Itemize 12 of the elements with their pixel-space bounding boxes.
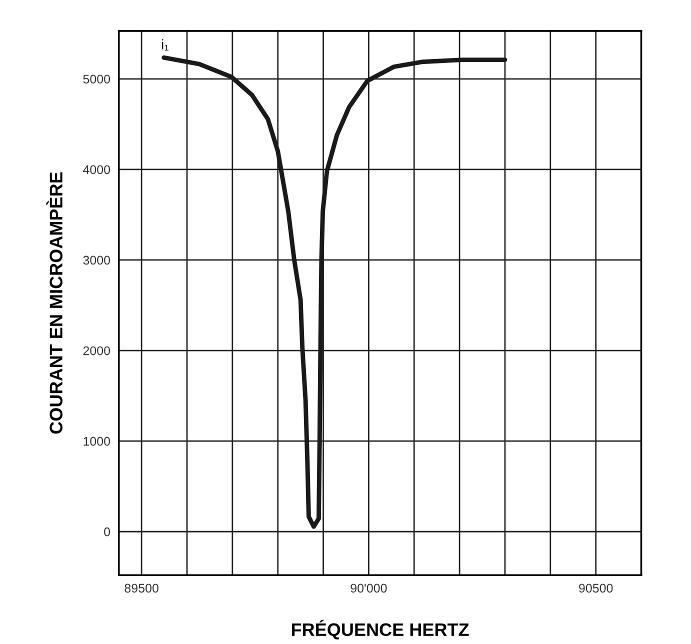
- annotation: i₁: [162, 39, 168, 50]
- y-tick-label: 3000: [83, 256, 110, 265]
- y-axis-title: COURANT EN MICROAMPÈRE: [46, 172, 62, 434]
- y-tick-label: 4000: [83, 165, 110, 174]
- y-tick-label: 0: [104, 527, 110, 536]
- y-tick-label: 5000: [83, 74, 110, 84]
- y-tick-label: 2000: [83, 346, 110, 356]
- x-tick-label: 89500: [124, 584, 158, 593]
- x-axis-title: FRÉQUENCE HERTZ: [292, 620, 469, 640]
- y-tick-label: 1000: [84, 436, 110, 446]
- x-tick-label: 90500: [579, 584, 613, 593]
- x-tick-label: 90'000: [350, 584, 387, 593]
